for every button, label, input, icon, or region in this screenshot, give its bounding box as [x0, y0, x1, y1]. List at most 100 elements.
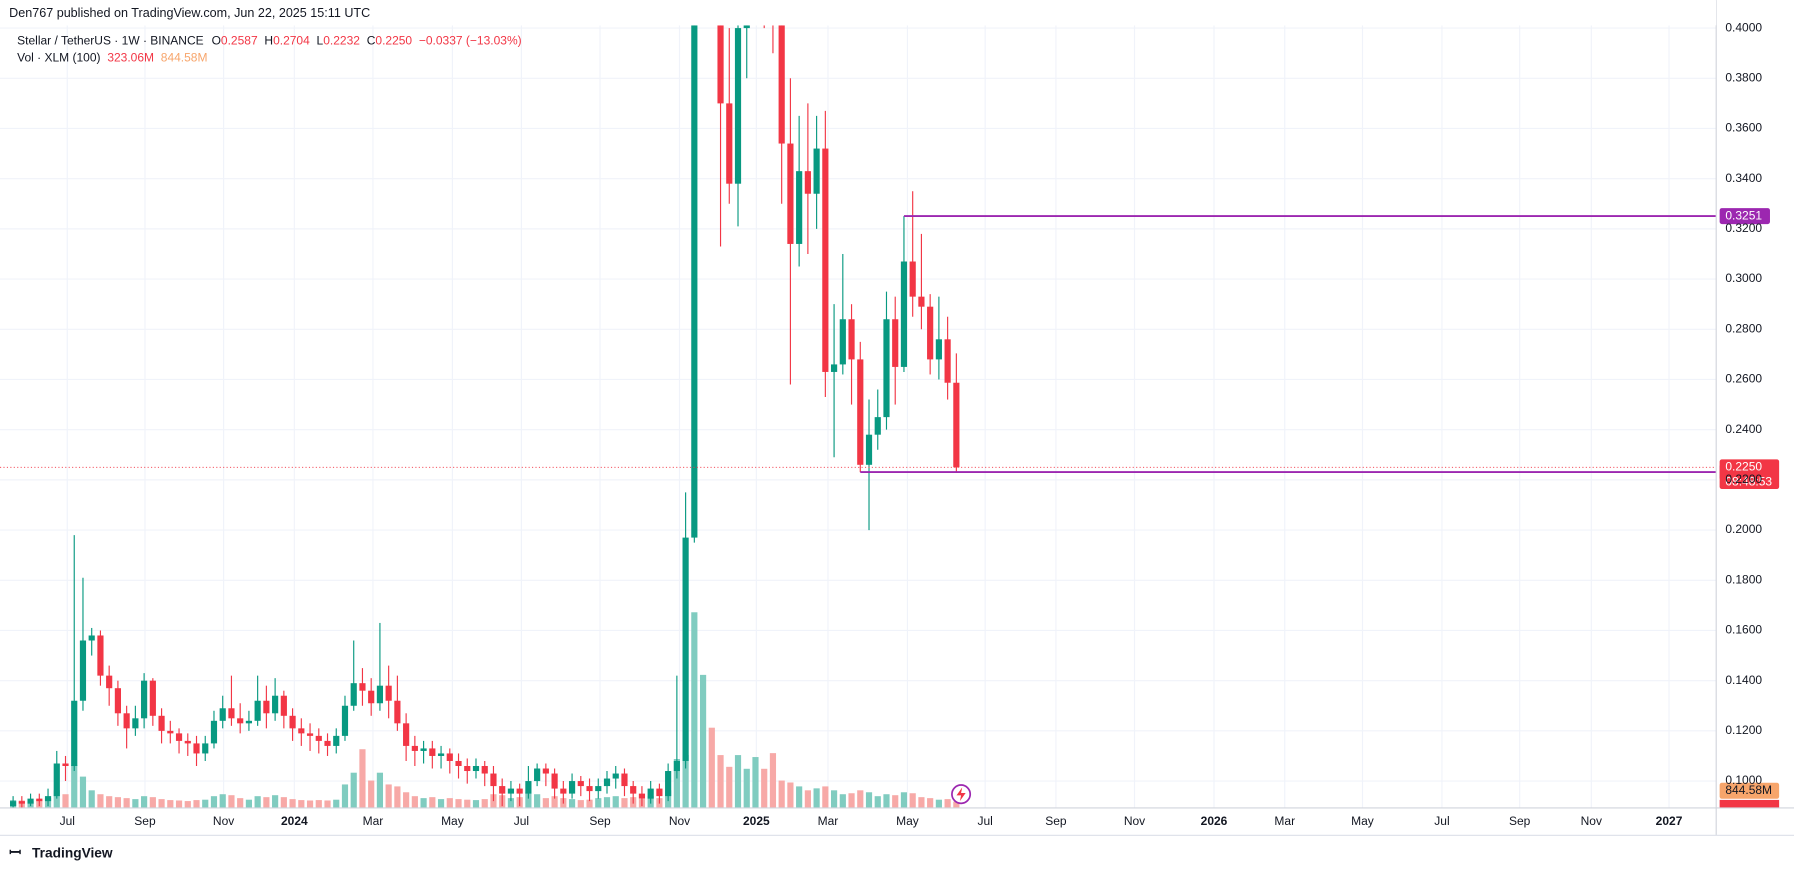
- logo-mark: ꟷ: [9, 846, 21, 862]
- x-tick-label: 2024: [281, 814, 308, 828]
- candle-body: [778, 25, 785, 144]
- candle-body: [36, 798, 43, 802]
- volume-bar: [900, 792, 908, 808]
- volume-bar: [822, 786, 829, 808]
- candle-body: [490, 773, 497, 787]
- ohlc-key: O: [212, 34, 221, 48]
- candle-body: [10, 801, 17, 807]
- symbol: Stellar / TetherUS · 1W · BINANCE: [17, 34, 204, 48]
- level-label-box: [1719, 208, 1770, 225]
- candle-body: [656, 788, 663, 797]
- volume-bar: [114, 797, 121, 808]
- candle-body: [499, 786, 506, 794]
- volume-bar: [734, 755, 742, 808]
- candle-body: [71, 700, 78, 766]
- volume-bar: [394, 786, 401, 808]
- candle-body: [560, 788, 567, 794]
- event-icon[interactable]: [951, 784, 972, 805]
- volume-bar: [158, 799, 165, 808]
- volume-bar: [577, 800, 584, 808]
- footer-logo: ꟷ TradingView: [9, 845, 113, 861]
- volume-bar: [175, 800, 183, 808]
- candle-body: [865, 434, 873, 465]
- ohlc-key: L: [317, 34, 324, 48]
- volume-bar: [568, 799, 576, 808]
- candle-body: [245, 720, 253, 724]
- x-tick-label: Nov: [213, 814, 234, 828]
- candle-body: [534, 768, 541, 782]
- candle-body: [149, 680, 156, 716]
- volume-bar: [350, 772, 357, 808]
- ohlc-value: 0.2704: [273, 34, 310, 48]
- volume-bar: [228, 795, 235, 808]
- volume-bar: [359, 749, 366, 808]
- volume-bar: [455, 799, 462, 808]
- volume-bar: [289, 799, 296, 808]
- volume-bar: [796, 786, 803, 808]
- candle-body: [682, 537, 689, 761]
- candle-body: [691, 25, 698, 538]
- volume-bar: [106, 796, 113, 808]
- volume-bar: [184, 801, 191, 808]
- candle-body: [272, 695, 279, 714]
- volume-bar: [586, 799, 593, 808]
- volume-bar: [420, 798, 427, 808]
- volume-bar: [149, 797, 156, 808]
- volume-bar: [699, 674, 707, 808]
- candle-body: [516, 788, 523, 794]
- volume-bar: [263, 797, 270, 808]
- volume-title: Vol · XLM (100): [17, 51, 100, 65]
- x-tick-label: Mar: [363, 814, 384, 828]
- volume-bar: [437, 799, 445, 808]
- candle-body: [359, 683, 366, 691]
- volume-bar: [761, 768, 768, 808]
- candle-body: [289, 715, 296, 729]
- grid: [0, 25, 1717, 808]
- volume-bar: [403, 792, 410, 808]
- volume-bar: [813, 788, 820, 808]
- candle-body: [883, 319, 890, 418]
- volume-bar: [464, 799, 471, 808]
- candle-body: [464, 765, 471, 772]
- x-tick-label: 2027: [1656, 814, 1683, 828]
- y-tick-label: 0.2400: [1725, 422, 1762, 436]
- volume-bar: [953, 801, 960, 808]
- volume-bar: [944, 799, 951, 808]
- y-tick-label: 0.1400: [1725, 673, 1762, 687]
- candle-body: [429, 748, 436, 756]
- volume-bar: [595, 798, 602, 808]
- x-tick-label: Nov: [1124, 814, 1145, 828]
- candle-body: [411, 745, 418, 751]
- candle-body: [455, 760, 462, 766]
- y-tick-label: 0.3800: [1725, 70, 1762, 84]
- candle-body: [839, 319, 846, 365]
- volume-bar: [446, 798, 453, 808]
- candle-body: [106, 675, 113, 689]
- candle-body: [437, 753, 445, 756]
- candle-body: [734, 28, 742, 184]
- candle-body: [726, 103, 733, 184]
- x-tick-label: Sep: [1509, 814, 1531, 828]
- volume-ma-label: 844.58M: [1725, 783, 1772, 797]
- candle-body: [219, 708, 226, 721]
- volume-bar: [778, 780, 785, 808]
- candle-body: [167, 730, 174, 734]
- x-tick-label: Jul: [60, 814, 75, 828]
- volume-bar: [848, 793, 855, 808]
- volume-bar: [883, 794, 890, 808]
- candle-body: [184, 740, 191, 744]
- candle-body: [813, 148, 820, 194]
- volume-bar: [874, 796, 881, 808]
- volume-box: [1719, 799, 1780, 808]
- candle-body: [298, 728, 305, 734]
- candle-body: [953, 382, 960, 468]
- candle-body: [53, 763, 60, 797]
- volume-ma-box: [1719, 782, 1780, 799]
- volume-bar: [298, 800, 305, 808]
- candle-body: [210, 720, 218, 744]
- candle-body: [525, 781, 532, 794]
- volume-bar: [237, 798, 244, 808]
